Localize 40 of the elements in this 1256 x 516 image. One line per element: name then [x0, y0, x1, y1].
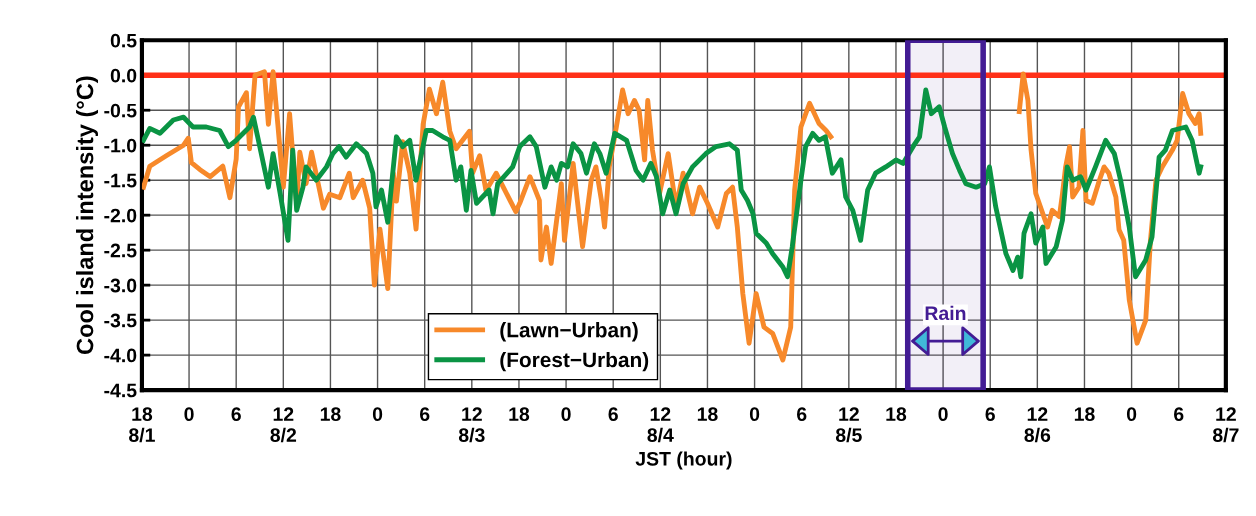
x-tick-label: 18	[886, 407, 907, 422]
y-tick-label: -1.5	[104, 173, 137, 188]
x-axis-title: JST (hour)	[635, 451, 732, 470]
x-tick-label: 18 8/1	[129, 407, 155, 443]
x-tick-label: 0	[372, 407, 383, 422]
y-tick-label: -2.0	[104, 208, 137, 223]
band-label: Rain	[925, 305, 966, 321]
x-tick-label: 18	[509, 407, 530, 422]
y-tick-label: -0.5	[104, 103, 137, 118]
x-tick-label: 12 8/6	[1024, 407, 1051, 443]
y-tick-label: -2.5	[104, 243, 137, 258]
x-tick-label: 0	[1126, 407, 1137, 422]
x-tick-label: 18	[697, 407, 718, 422]
x-tick-label: 6	[1174, 407, 1184, 422]
x-tick-label: 0	[938, 407, 948, 422]
y-tick-label: -4.0	[104, 348, 137, 363]
x-tick-label: 12 8/2	[270, 407, 297, 443]
x-tick-label: 6	[231, 407, 241, 422]
x-tick-label: 6	[797, 407, 807, 422]
x-tick-label: 18	[320, 407, 341, 422]
x-tick-label: 12 8/3	[458, 407, 485, 443]
y-axis-title: Cool island intensity (°C)	[76, 76, 99, 355]
y-tick-label: -4.5	[104, 383, 137, 398]
x-tick-label: 6	[608, 407, 618, 422]
y-tick-label: -3.5	[104, 313, 137, 328]
x-tick-label: 6	[985, 407, 995, 422]
x-tick-label: 0	[561, 407, 571, 422]
y-tick-label: -1.0	[104, 138, 137, 153]
y-tick-label: 0.0	[110, 68, 137, 83]
y-tick-label: -3.0	[104, 278, 137, 293]
y-tick-label: 0.5	[110, 33, 137, 48]
x-tick-label: 0	[749, 407, 760, 422]
x-tick-label: 12 8/4	[647, 407, 674, 443]
x-tick-label: 18	[1074, 407, 1095, 422]
x-tick-label: 0	[184, 407, 194, 422]
x-tick-label: 12 8/7	[1212, 407, 1239, 443]
legend-label: (Lawn−Urban)	[500, 322, 638, 342]
x-tick-label: 12 8/5	[835, 407, 862, 443]
legend-label: (Forest−Urban)	[500, 351, 649, 372]
x-tick-label: 6	[420, 407, 430, 422]
